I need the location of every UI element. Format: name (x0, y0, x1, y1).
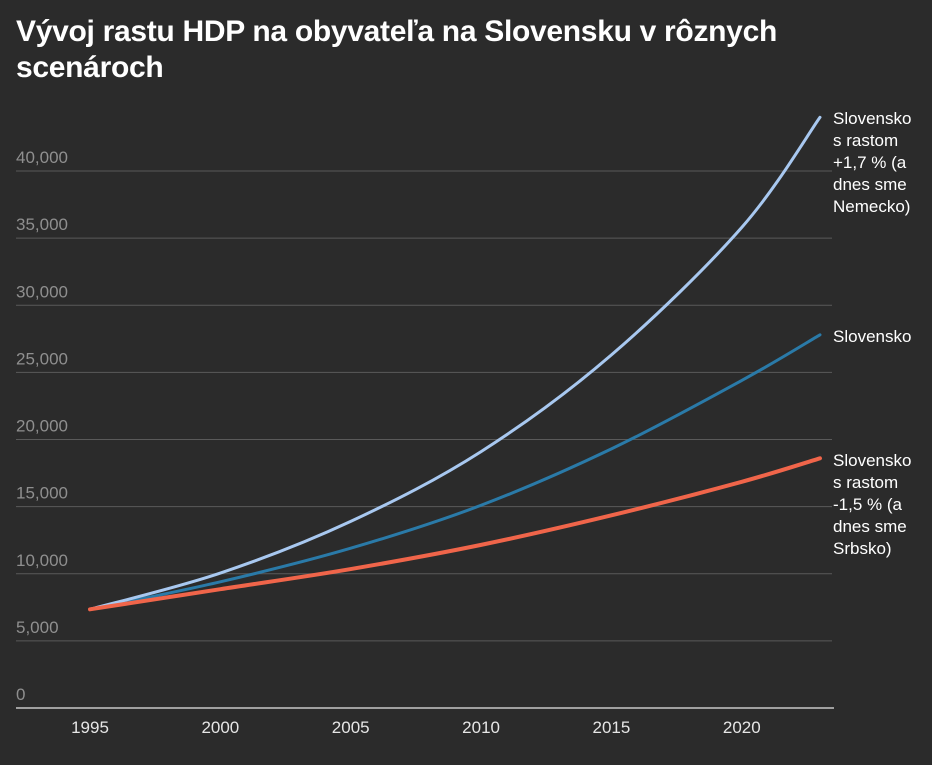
x-tick-label-2000: 2000 (201, 718, 239, 737)
series-label-line: Slovensko (833, 451, 911, 470)
series-label-line: -1,5 % (a (833, 495, 903, 514)
y-tick-label-15000: 15,000 (16, 484, 68, 503)
y-tick-label-35000: 35,000 (16, 215, 68, 234)
y-tick-label-20000: 20,000 (16, 417, 68, 436)
series-label-line: Slovensko (833, 109, 911, 128)
series-label-line: Slovensko (833, 327, 911, 346)
series-line-1 (88, 333, 822, 611)
series-line-0 (88, 115, 822, 611)
x-tick-label-2015: 2015 (593, 718, 631, 737)
series-label-2: Slovensko s rastom -1,5 % (a dnes sme Srbsko… (833, 451, 911, 558)
y-tick-label-5000: 5,000 (16, 618, 59, 637)
x-tick-label-2020: 2020 (723, 718, 761, 737)
series-label-line: dnes sme (833, 517, 907, 536)
x-tick-label-2010: 2010 (462, 718, 500, 737)
series-label-0: Slovensko s rastom +1,7 % (a dnes sme Nemeck… (833, 109, 911, 216)
y-tick-label-40000: 40,000 (16, 148, 68, 167)
series-label-line: Srbsko) (833, 539, 892, 558)
y-tick-label-30000: 30,000 (16, 282, 68, 301)
series-label-line: s rastom (833, 473, 898, 492)
y-tick-label-25000: 25,000 (16, 349, 68, 368)
series-label-line: s rastom (833, 131, 898, 150)
y-tick-label-10000: 10,000 (16, 551, 68, 570)
y-tick-label-0: 0 (16, 685, 25, 704)
series-line-2 (88, 456, 822, 612)
series-label-line: dnes sme (833, 175, 907, 194)
series-label-line: +1,7 % (a (833, 153, 907, 172)
series-label-line: Nemecko) (833, 197, 910, 216)
series-label-1: Slovensko (833, 327, 911, 346)
x-tick-label-1995: 1995 (71, 718, 109, 737)
chart-title: Vývoj rastu HDP na obyvateľa na Slovensk… (16, 15, 777, 84)
x-tick-label-2005: 2005 (332, 718, 370, 737)
